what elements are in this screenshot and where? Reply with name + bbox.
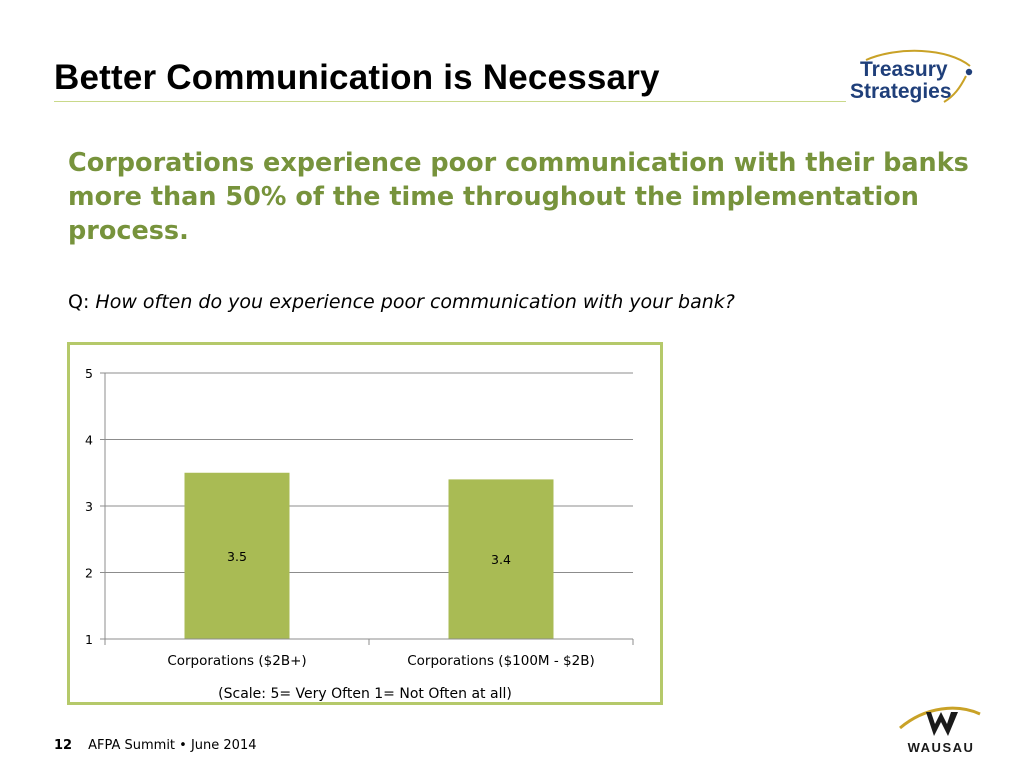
title-divider [54, 101, 846, 102]
y-tick-label: 2 [85, 566, 93, 581]
question-prefix: Q: [68, 291, 90, 313]
data-label: 3.5 [227, 549, 247, 564]
slide-title: Better Communication is Necessary [54, 58, 660, 97]
scale-note: (Scale: 5= Very Often 1= Not Often at al… [218, 686, 512, 702]
survey-question: Q: How often do you experience poor comm… [68, 291, 735, 313]
bar-chart: 1 2 3 4 5 3.5 Corporations ($2B+) 3.4 Corporatio… [85, 366, 634, 669]
y-tick-label: 3 [85, 499, 93, 514]
wausau-logo: WAUSAU [899, 706, 981, 755]
x-category-label: Corporations ($2B+) [167, 653, 306, 669]
headline: Corporations experience poor communicati… [68, 148, 969, 246]
logo-dot-icon [965, 68, 973, 76]
logo-arrow-icon [943, 75, 967, 103]
wausau-wordmark: WAUSAU [908, 740, 975, 755]
page-number: 12 [54, 738, 73, 753]
wausau-w-icon [926, 712, 958, 736]
chart-frame: 1 2 3 4 5 3.5 Corporations ($2B+) 3.4 Corporatio… [67, 342, 663, 705]
bar-2 [448, 479, 554, 639]
data-label: 3.4 [491, 552, 511, 567]
x-category-label: Corporations ($100M - $2B) [407, 653, 595, 669]
y-tick-label: 1 [85, 632, 93, 647]
bar-1 [184, 472, 290, 639]
footer-text: AFPA Summit • June 2014 [88, 738, 257, 753]
footer: 12 AFPA Summit • June 2014 [54, 738, 256, 753]
question-text: How often do you experience poor communi… [95, 291, 735, 313]
logo-line-1: Treasury [860, 58, 948, 81]
treasury-strategies-logo: Treasury Strategies [850, 49, 973, 103]
y-tick-label: 5 [85, 366, 93, 381]
logo-line-2: Strategies [850, 80, 952, 103]
logo-swoosh-icon [865, 49, 971, 67]
y-tick-label: 4 [85, 433, 93, 448]
wausau-swoosh-icon [899, 706, 981, 730]
